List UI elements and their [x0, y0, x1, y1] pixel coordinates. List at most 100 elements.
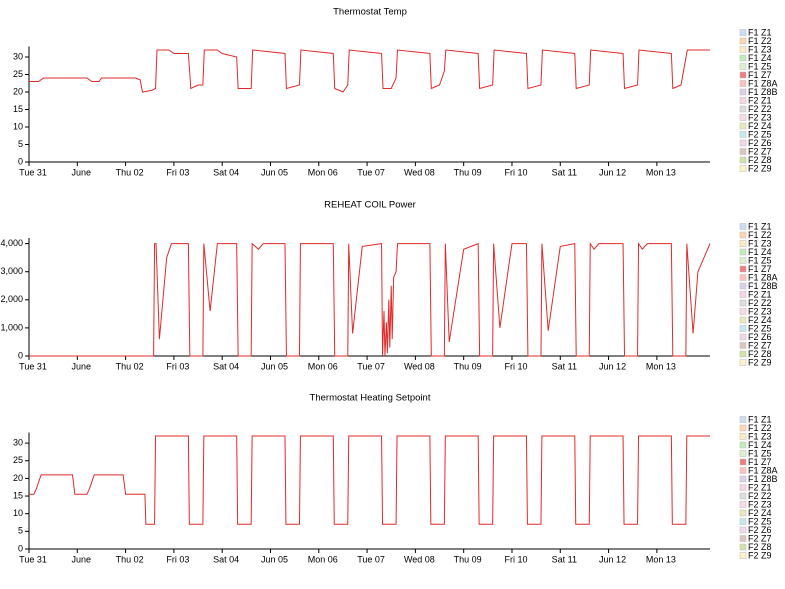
y-tick-label: 25	[13, 69, 23, 79]
x-tick-label: Mon 13	[646, 554, 676, 564]
legend-label: F1 Z5	[748, 255, 772, 265]
data-line	[29, 435, 710, 525]
legend-swatch	[739, 231, 747, 239]
legend-label: F1 Z5	[748, 61, 772, 71]
legend-swatch	[739, 223, 747, 230]
y-tick-label: 10	[13, 508, 23, 518]
y-tick-label: 0	[18, 543, 23, 553]
legend-label: F2 Z3	[748, 112, 772, 122]
legend-swatch	[739, 518, 747, 525]
legend-label: F1 Z2	[748, 423, 772, 433]
legend-swatch	[739, 63, 747, 70]
x-tick-label: Fri 03	[166, 361, 189, 371]
legend-label: F1 Z8A	[748, 465, 778, 475]
legend-swatch	[739, 450, 747, 457]
legend-label: F1 Z3	[748, 44, 772, 54]
x-tick-label: Thu 02	[116, 361, 144, 371]
chart-title: REHEAT COIL Power	[324, 200, 416, 211]
data-line	[29, 242, 711, 357]
legend-label: F1 Z4	[748, 440, 772, 450]
legend-label: F2 Z2	[748, 491, 772, 501]
legend-swatch	[739, 131, 747, 138]
legend-label: F2 Z9	[748, 550, 772, 560]
y-tick-label: 3,000	[0, 266, 23, 276]
x-tick-label: Tue 31	[19, 554, 47, 564]
legend-swatch	[739, 333, 747, 341]
x-tick-label: Sat 11	[552, 554, 577, 564]
legend-label: F2 Z6	[748, 525, 772, 535]
legend-swatch	[739, 46, 747, 53]
legend-swatch	[739, 501, 747, 508]
legend-label: F2 Z6	[748, 138, 772, 148]
legend-swatch	[739, 248, 747, 256]
x-tick-label: Fri 10	[504, 554, 527, 564]
legend-label: F2 Z1	[748, 95, 772, 105]
legend-label: F2 Z5	[748, 129, 772, 139]
legend-swatch	[739, 54, 747, 62]
legend-swatch	[739, 535, 747, 542]
legend-swatch	[739, 257, 747, 264]
legend-swatch	[739, 114, 747, 121]
y-tick-label: 20	[13, 86, 23, 96]
x-tick-label: Tue 07	[357, 167, 385, 177]
legend-swatch	[739, 29, 747, 36]
legend-label: F2 Z8	[748, 349, 772, 359]
x-tick-label: Mon 06	[308, 167, 338, 177]
legend-swatch	[739, 458, 747, 466]
legend-swatch	[739, 543, 747, 551]
x-tick-label: Mon 06	[308, 554, 338, 564]
y-tick-label: 2,000	[0, 294, 23, 304]
data-line	[29, 49, 710, 93]
legend-swatch	[739, 359, 747, 366]
legend-label: F2 Z4	[748, 121, 772, 131]
legend-swatch	[739, 291, 747, 298]
x-tick-label: Sat 04	[213, 554, 239, 564]
legend-swatch	[739, 467, 747, 474]
legend-label: F1 Z4	[748, 247, 772, 257]
x-tick-label: Jun 12	[599, 554, 626, 564]
legend-swatch	[739, 299, 747, 307]
legend-swatch	[739, 282, 747, 290]
x-tick-label: June	[72, 554, 92, 564]
x-tick-label: Sat 04	[213, 167, 239, 177]
legend-label: F1 Z7	[748, 457, 772, 467]
x-tick-label: Fri 10	[504, 167, 527, 177]
legend-label: F1 Z8B	[748, 87, 778, 97]
chart-title: Thermostat Temp	[333, 7, 407, 18]
y-tick-label: 5	[18, 139, 23, 149]
legend-label: F2 Z7	[748, 146, 772, 156]
legend-label: F1 Z8A	[748, 78, 778, 88]
legend-swatch	[739, 274, 747, 281]
legend-label: F1 Z1	[748, 414, 772, 424]
x-tick-label: Fri 03	[166, 554, 189, 564]
legend-swatch	[739, 316, 747, 324]
legend-swatch	[739, 37, 747, 45]
x-tick-label: Sat 11	[552, 167, 577, 177]
legend-swatch	[739, 265, 747, 273]
x-tick-label: Mon 13	[646, 167, 676, 177]
legend-label: F2 Z9	[748, 163, 772, 173]
x-tick-label: Wed 08	[404, 554, 435, 564]
y-tick-label: 25	[13, 455, 23, 465]
legend-swatch	[739, 526, 747, 534]
legend-label: F1 Z8B	[748, 281, 778, 291]
legend-label: F2 Z1	[748, 289, 772, 299]
legend-label: F1 Z8A	[748, 272, 778, 282]
x-tick-label: Mon 06	[308, 361, 338, 371]
legend-label: F2 Z6	[748, 332, 772, 342]
legend-swatch	[739, 342, 747, 349]
legend-swatch	[739, 492, 747, 500]
legend-label: F2 Z7	[748, 533, 772, 543]
y-tick-label: 4,000	[0, 238, 23, 248]
x-tick-label: Wed 08	[404, 167, 435, 177]
y-tick-label: 30	[13, 51, 23, 61]
y-tick-label: 1,000	[0, 322, 23, 332]
legend-swatch	[739, 325, 747, 332]
legend-label: F2 Z2	[748, 104, 772, 114]
legend-label: F1 Z4	[748, 53, 772, 63]
x-tick-label: Mon 13	[646, 361, 676, 371]
x-tick-label: Thu 09	[454, 167, 482, 177]
x-tick-label: Tue 07	[357, 554, 385, 564]
